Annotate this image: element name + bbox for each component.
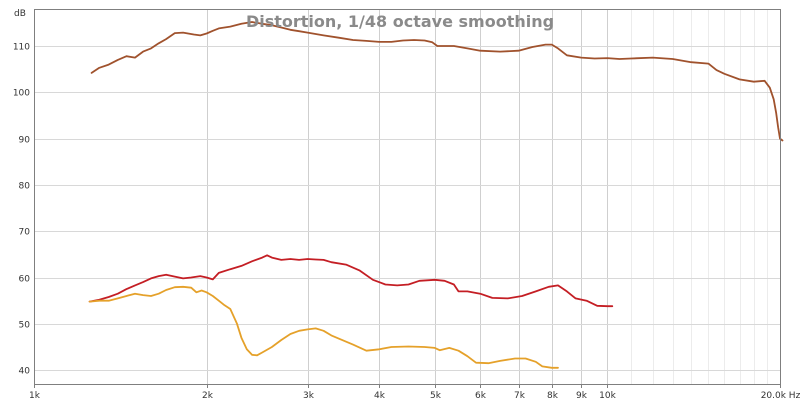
y-tick-label: 80 bbox=[19, 182, 31, 192]
y-tick-labels: 40 50 60 70 80 90 100 110 bbox=[13, 43, 30, 377]
x-tick-label: 7k bbox=[514, 391, 526, 401]
series-line-2 bbox=[88, 254, 614, 308]
y-tick-label: 100 bbox=[13, 89, 30, 99]
plot-background bbox=[34, 9, 780, 384]
x-tick-label: 2k bbox=[202, 391, 214, 401]
x-tick-label: 4k bbox=[374, 391, 386, 401]
y-axis-unit-label: dB bbox=[14, 9, 26, 19]
x-tick-label: 9k bbox=[576, 391, 588, 401]
x-tick-label: 1k bbox=[29, 391, 41, 401]
y-tick-label: 60 bbox=[19, 275, 31, 285]
x-tick-label: 6k bbox=[475, 391, 487, 401]
x-tick-label: 3k bbox=[303, 391, 315, 401]
y-tick-label: 50 bbox=[19, 321, 31, 331]
y-tick-label: 70 bbox=[19, 228, 31, 238]
grid-lines bbox=[34, 9, 781, 388]
x-tick-label: 5k bbox=[430, 391, 442, 401]
series-layer bbox=[88, 21, 784, 369]
series-line-3 bbox=[88, 285, 559, 369]
x-tick-label: 20.0k Hz bbox=[761, 391, 800, 401]
y-tick-label: 110 bbox=[13, 43, 30, 53]
x-tick-labels: 1k 2k 3k 4k 5k 6k 7k 8k 9k 10k 20.0k Hz bbox=[29, 391, 800, 401]
x-tick-label: 10k bbox=[599, 391, 616, 401]
series-line-1 bbox=[90, 21, 784, 142]
y-tick-label: 90 bbox=[19, 136, 31, 146]
plot-frame bbox=[34, 9, 781, 385]
x-tick-label: 8k bbox=[547, 391, 559, 401]
y-tick-label: 40 bbox=[19, 367, 31, 377]
chart-title: Distortion, 1/48 octave smoothing bbox=[246, 12, 554, 31]
